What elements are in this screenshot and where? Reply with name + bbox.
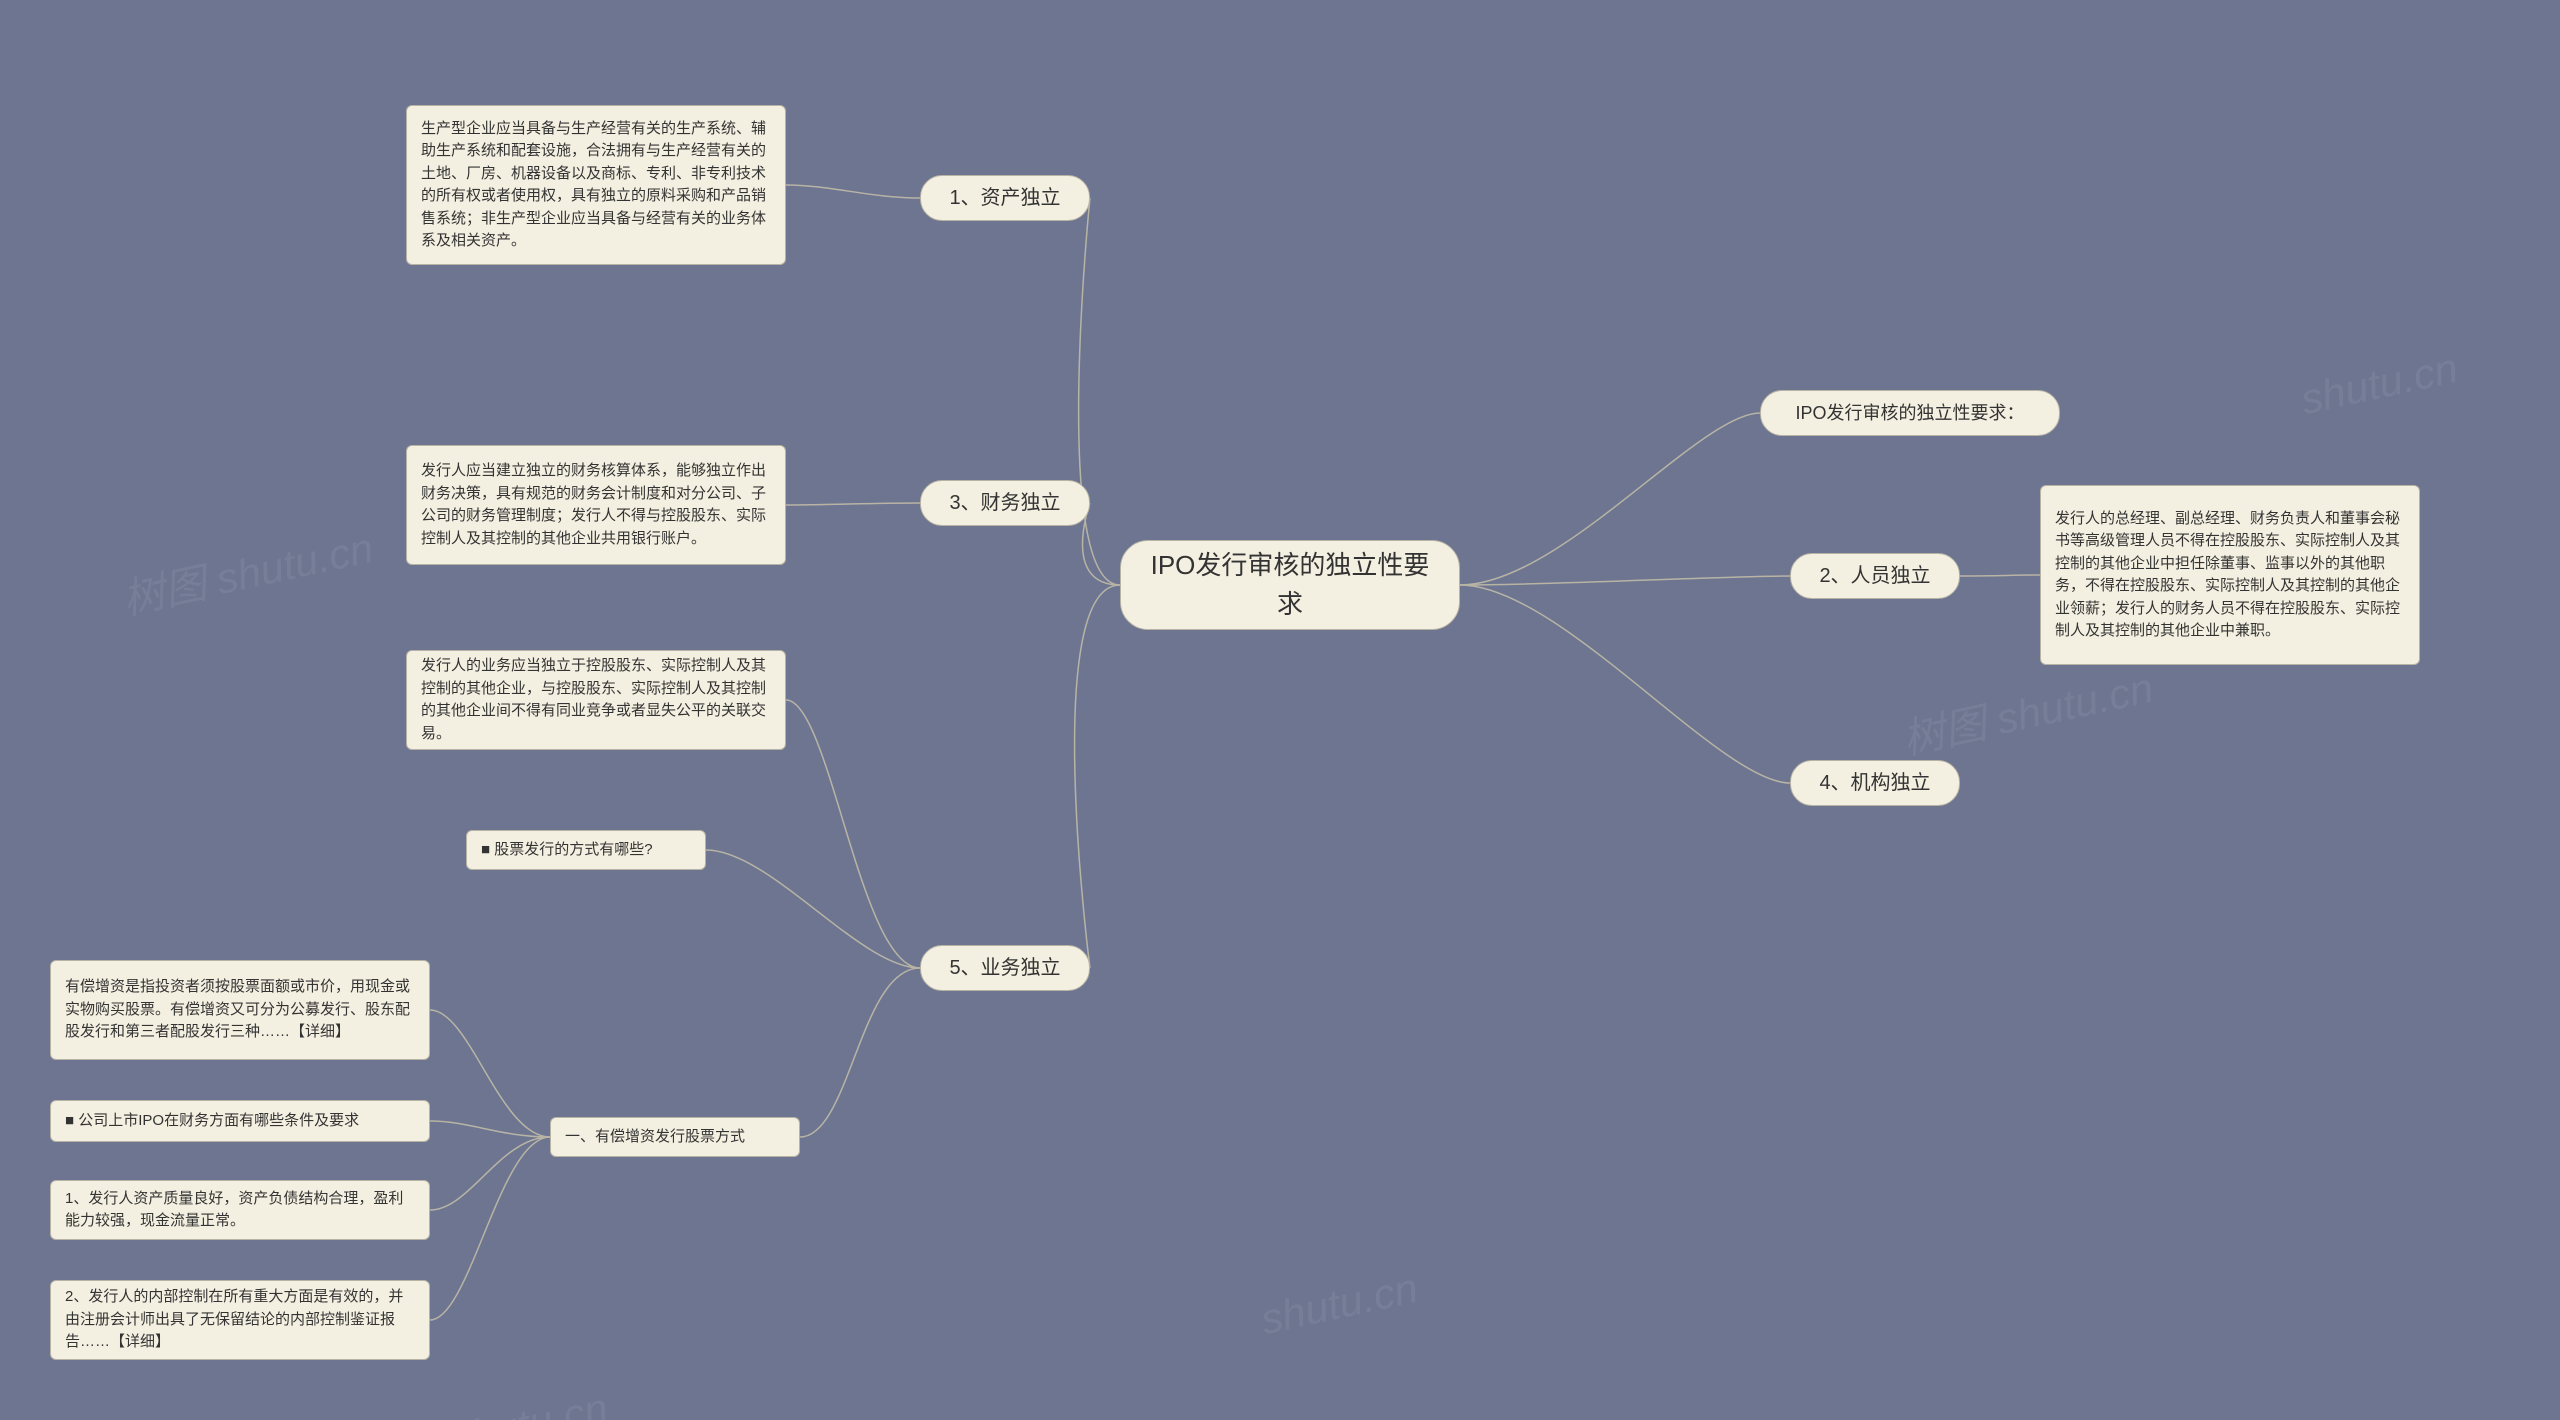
sub-paid-increase[interactable]: 一、有偿增资发行股票方式 bbox=[550, 1117, 800, 1157]
detail-personnel[interactable]: 发行人的总经理、副总经理、财务负责人和董事会秘书等高级管理人员不得在控股股东、实… bbox=[2040, 485, 2420, 665]
branch-label: 3、财务独立 bbox=[949, 488, 1060, 518]
detail-asset[interactable]: 生产型企业应当具备与生产经营有关的生产系统、辅助生产系统和配套设施，合法拥有与生… bbox=[406, 105, 786, 265]
branch-asset[interactable]: 1、资产独立 bbox=[920, 175, 1090, 221]
center-label: IPO发行审核的独立性要求 bbox=[1149, 546, 1431, 624]
sub-stock-methods[interactable]: ■ 股票发行的方式有哪些? bbox=[466, 830, 706, 870]
center-node[interactable]: IPO发行审核的独立性要求 bbox=[1120, 540, 1460, 630]
sub-ipo-finance-req[interactable]: ■ 公司上市IPO在财务方面有哪些条件及要求 bbox=[50, 1100, 430, 1142]
detail-finance[interactable]: 发行人应当建立独立的财务核算体系，能够独立作出财务决策，具有规范的财务会计制度和… bbox=[406, 445, 786, 565]
watermark: 树图 shutu.cn bbox=[116, 514, 378, 627]
sub-label: 一、有偿增资发行股票方式 bbox=[565, 1126, 745, 1149]
branch-label: 5、业务独立 bbox=[949, 953, 1060, 983]
detail-text: 1、发行人资产质量良好，资产负债结构合理，盈利能力较强，现金流量正常。 bbox=[65, 1188, 415, 1233]
watermark: 树图 shutu.cn bbox=[1896, 654, 2158, 767]
branch-label: 2、人员独立 bbox=[1819, 561, 1930, 591]
detail-asset-quality[interactable]: 1、发行人资产质量良好，资产负债结构合理，盈利能力较强，现金流量正常。 bbox=[50, 1180, 430, 1240]
branch-business[interactable]: 5、业务独立 bbox=[920, 945, 1090, 991]
branch-label: 1、资产独立 bbox=[949, 183, 1060, 213]
branch-label: IPO发行审核的独立性要求： bbox=[1795, 400, 2024, 427]
detail-text: 2、发行人的内部控制在所有重大方面是有效的，并由注册会计师出具了无保留结论的内部… bbox=[65, 1286, 415, 1354]
detail-paid-increase-desc[interactable]: 有偿增资是指投资者须按股票面额或市价，用现金或实物购买股票。有偿增资又可分为公募… bbox=[50, 960, 430, 1060]
branch-finance[interactable]: 3、财务独立 bbox=[920, 480, 1090, 526]
detail-internal-control[interactable]: 2、发行人的内部控制在所有重大方面是有效的，并由注册会计师出具了无保留结论的内部… bbox=[50, 1280, 430, 1360]
sub-label: ■ 股票发行的方式有哪些? bbox=[481, 839, 653, 862]
detail-business-main[interactable]: 发行人的业务应当独立于控股股东、实际控制人及其控制的其他企业，与控股股东、实际控… bbox=[406, 650, 786, 750]
watermark: shutu.cn bbox=[447, 1384, 612, 1420]
branch-title-right[interactable]: IPO发行审核的独立性要求： bbox=[1760, 390, 2060, 436]
detail-text: 发行人的总经理、副总经理、财务负责人和董事会秘书等高级管理人员不得在控股股东、实… bbox=[2055, 508, 2405, 643]
detail-text: 生产型企业应当具备与生产经营有关的生产系统、辅助生产系统和配套设施，合法拥有与生… bbox=[421, 118, 771, 253]
sub-label: ■ 公司上市IPO在财务方面有哪些条件及要求 bbox=[65, 1110, 359, 1133]
detail-text: 发行人应当建立独立的财务核算体系，能够独立作出财务决策，具有规范的财务会计制度和… bbox=[421, 460, 771, 550]
watermark: shutu.cn bbox=[1257, 1264, 1422, 1344]
branch-label: 4、机构独立 bbox=[1819, 768, 1930, 798]
branch-org[interactable]: 4、机构独立 bbox=[1790, 760, 1960, 806]
branch-personnel[interactable]: 2、人员独立 bbox=[1790, 553, 1960, 599]
detail-text: 有偿增资是指投资者须按股票面额或市价，用现金或实物购买股票。有偿增资又可分为公募… bbox=[65, 976, 415, 1044]
detail-text: 发行人的业务应当独立于控股股东、实际控制人及其控制的其他企业，与控股股东、实际控… bbox=[421, 655, 771, 745]
watermark: shutu.cn bbox=[2297, 344, 2462, 424]
